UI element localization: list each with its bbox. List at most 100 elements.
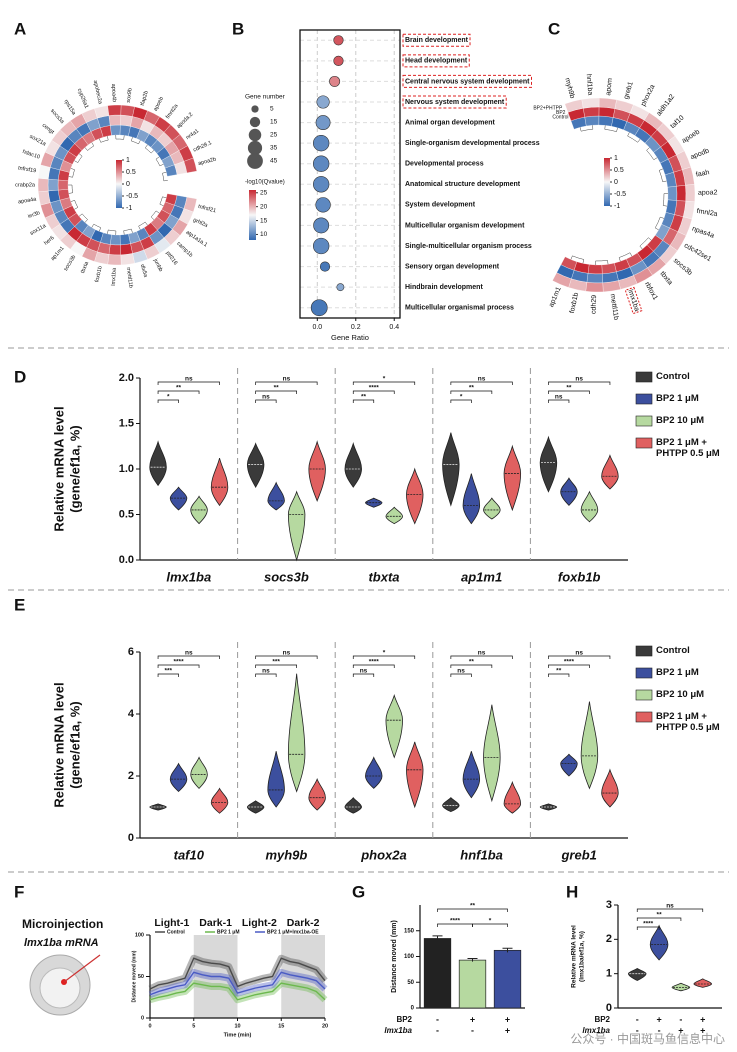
significance-bracket — [255, 399, 277, 403]
gene-label: apom — [605, 78, 614, 96]
significance-bracket — [548, 664, 590, 668]
significance-label: ** — [469, 659, 475, 666]
dendrogram — [99, 136, 109, 143]
colorbar-label: 0.5 — [614, 167, 624, 174]
panel-label: H — [566, 882, 578, 901]
gene-label: her6 — [43, 235, 55, 247]
legend-label-box: BP2 10 μM — [656, 415, 704, 426]
legend-swatch — [635, 689, 653, 701]
significance-label: ** — [657, 912, 663, 919]
dendrogram — [604, 125, 618, 132]
y-tick-label: 0 — [128, 832, 134, 844]
condition-sign: + — [505, 1025, 510, 1035]
x-tick-label: greb1 — [560, 847, 596, 862]
significance-label: *** — [165, 668, 173, 675]
ring-label: BP2 — [556, 110, 566, 116]
violin — [385, 506, 403, 525]
phase-label: Dark-2 — [287, 917, 320, 929]
phase-label: Light-2 — [242, 917, 277, 929]
phase-label: Light-1 — [154, 917, 189, 929]
heatmap-cell — [120, 104, 135, 117]
significance-label: **** — [643, 921, 654, 928]
significance-label: ** — [566, 385, 572, 392]
x-tick-label: 15 — [278, 1023, 284, 1029]
significance-label: ns — [262, 668, 270, 675]
gene-label: apoeb — [681, 128, 701, 144]
legend-label: Control — [656, 371, 690, 382]
violin — [267, 751, 285, 808]
heatmap-cell — [107, 104, 122, 116]
dendrogram — [74, 153, 83, 163]
legend-label-box: BP2 1 μM — [656, 667, 699, 678]
x-tick-label: myh9b — [265, 847, 307, 862]
legend-swatch — [635, 711, 653, 723]
significance-bracket — [157, 664, 200, 668]
legend-swatch — [635, 371, 653, 383]
dendrogram — [84, 142, 95, 151]
significance-label: **** — [450, 918, 461, 925]
y-tick-label: 3 — [606, 899, 612, 911]
gene-label: apoa2b — [198, 157, 217, 168]
gene-label: socs3a — [49, 108, 66, 126]
y-axis-label: (gene/ef1a, %) — [67, 425, 82, 512]
dendrogram — [68, 168, 75, 178]
term-label: Single-organism developmental process — [405, 140, 540, 147]
bubble — [336, 283, 345, 292]
condition-name: lmx1ba — [384, 1026, 412, 1035]
y-axis-label: (gene/ef1a, %) — [67, 701, 82, 788]
x-tick-label: lmx1ba — [166, 569, 211, 584]
dendrogram — [70, 199, 79, 210]
violin — [693, 978, 713, 988]
term-label: Multicellular organism development — [405, 222, 525, 229]
significance-bracket — [636, 917, 682, 921]
gene-label: junbb — [152, 257, 164, 273]
bubble — [329, 75, 341, 87]
violin — [442, 432, 460, 507]
violin — [580, 490, 599, 523]
bubble — [333, 35, 344, 46]
violin — [580, 701, 599, 790]
legend-label: BP2 1 μM + PHTPP 0.5 μM — [656, 437, 720, 459]
colorbar-label: 1 — [614, 155, 618, 162]
y-tick-label: 0.5 — [119, 508, 134, 520]
legend-swatch — [635, 437, 653, 449]
condition-sign: - — [471, 1025, 474, 1035]
panel-label: G — [352, 882, 365, 901]
injection-label: lmx1ba mRNA — [24, 937, 99, 949]
heatmap-cell — [110, 234, 121, 246]
significance-bracket — [450, 664, 493, 668]
heatmap-cell — [108, 114, 121, 126]
heatmap-cell — [110, 124, 121, 136]
violin — [385, 693, 403, 759]
heatmap-cell — [38, 190, 51, 206]
term-label: Nervous system development — [405, 99, 505, 106]
size-legend-mark — [247, 140, 263, 156]
legend-label: Control — [167, 929, 185, 935]
x-tick-label: foxb1b — [558, 569, 601, 584]
gene-label: rps15a — [63, 99, 77, 117]
y-axis-label: Distance moved (mm) — [131, 950, 137, 1002]
significance-bracket — [157, 390, 200, 394]
panel-label: D — [14, 367, 26, 386]
phase-label: Dark-1 — [199, 917, 232, 929]
bubble — [310, 299, 328, 317]
size-legend-label: 35 — [270, 145, 278, 152]
highlight-box — [402, 33, 471, 47]
gene-label: rbfox1 — [643, 281, 659, 302]
heatmap-cell — [587, 264, 603, 275]
condition-name: BP2 — [396, 1015, 412, 1024]
colorbar-label: -1 — [614, 203, 620, 210]
dendrogram — [646, 147, 658, 161]
dendrogram — [654, 216, 665, 231]
gene-label: grhl2a — [192, 217, 209, 229]
gene-label: apoa4b — [110, 84, 117, 103]
bubble — [333, 55, 344, 66]
egg-illustration — [29, 954, 101, 1016]
size-legend-label: 15 — [270, 119, 278, 126]
gene-label: fmnl2a — [165, 103, 180, 121]
y-tick-label: 1.0 — [119, 463, 134, 475]
gene-label: aldh1a2 — [656, 93, 677, 117]
dendrogram — [107, 229, 117, 235]
highlight-box — [624, 286, 643, 315]
gene-label: sox9b — [126, 88, 134, 103]
